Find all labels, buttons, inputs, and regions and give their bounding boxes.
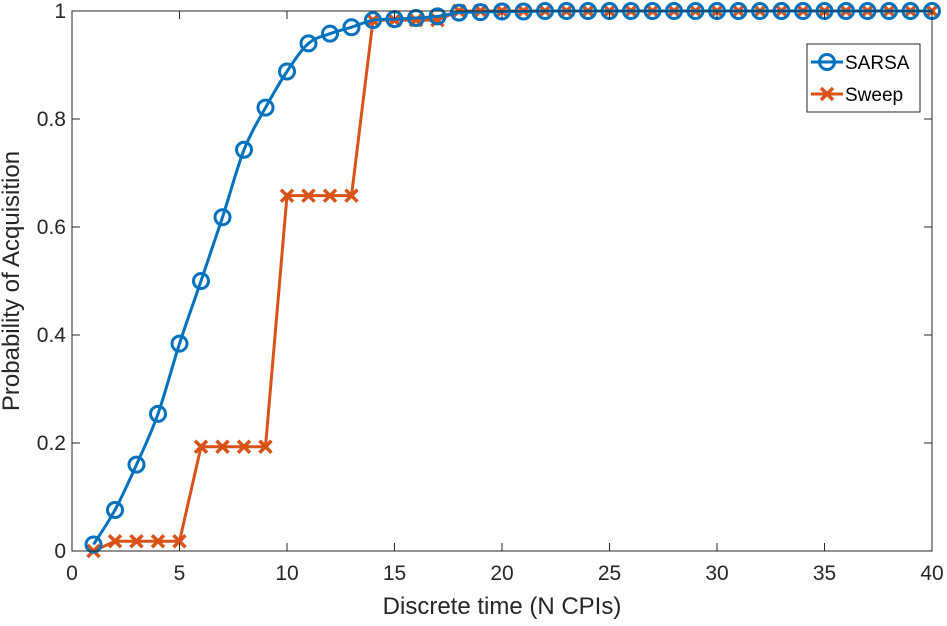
point-sarsa <box>256 98 275 117</box>
y-tick-label: 0 <box>54 540 66 563</box>
point-sweep-cross <box>301 188 316 203</box>
point-sweep-cross <box>129 534 144 549</box>
x-tick-label: 40 <box>920 562 943 585</box>
series-line-sarsa <box>92 9 932 546</box>
point-sweep-cross <box>107 534 123 549</box>
point-sarsa <box>235 140 253 159</box>
point-sweep-cross <box>150 534 166 549</box>
point-sweep <box>172 534 187 549</box>
point-sweep <box>258 439 273 455</box>
legend-label-sweep: Sweep <box>845 85 903 106</box>
point-sarsa <box>213 208 232 227</box>
point-sweep <box>129 534 144 549</box>
point-sarsa <box>471 3 490 22</box>
point-sweep <box>193 439 209 455</box>
point-sarsa <box>428 7 447 26</box>
y-tick-label: 1 <box>54 0 66 23</box>
point-sarsa <box>192 272 210 290</box>
point-sweep <box>150 534 166 549</box>
point-sweep <box>301 188 316 203</box>
point-sweep <box>107 534 123 549</box>
axes: 0 5 10 15 20 25 30 35 40 0 0.2 0.4 0.6 0.8 1 <box>37 0 944 585</box>
point-sweep-cross <box>236 439 252 455</box>
y-tick-label: 0.6 <box>37 216 66 239</box>
legend-label-sarsa: SARSA <box>845 53 910 74</box>
legend-entry-sweep: Sweep <box>811 85 903 106</box>
x-tick-label: 5 <box>174 562 186 585</box>
point-sarsa <box>106 500 124 519</box>
legend-marker-sweep <box>819 86 835 102</box>
point-sarsa <box>127 455 146 474</box>
point-sweep <box>215 439 230 455</box>
point-sweep <box>344 188 359 203</box>
y-tick-label: 0.8 <box>37 108 66 131</box>
legend-marker-sweep-cross <box>819 86 835 102</box>
point-sarsa <box>321 24 339 43</box>
series-line-sweep <box>92 9 932 553</box>
point-sweep-cross <box>215 439 230 455</box>
x-tick-label: 20 <box>490 562 513 585</box>
point-sarsa <box>84 535 103 554</box>
point-sweep <box>279 188 295 203</box>
point-sarsa <box>149 404 167 423</box>
x-axis-label: Discrete time (N CPIs) <box>383 593 622 620</box>
x-tick-label: 10 <box>275 562 298 585</box>
x-tick-label: 15 <box>383 562 406 585</box>
point-sweep <box>322 188 338 203</box>
legend: SARSA Sweep <box>806 43 921 113</box>
y-tick-label: 0.4 <box>37 324 67 347</box>
x-tick-label: 35 <box>813 562 836 585</box>
point-sweep-cross <box>344 188 359 203</box>
point-sweep-cross <box>258 439 273 455</box>
point-sarsa <box>278 62 296 81</box>
point-sarsa <box>299 34 318 53</box>
point-sarsa <box>170 334 189 353</box>
point-sarsa <box>514 2 533 21</box>
point-sarsa <box>450 3 468 22</box>
point-sarsa <box>342 18 361 37</box>
point-sweep-cross <box>193 439 209 455</box>
y-tick-label: 0.2 <box>37 432 66 455</box>
x-tick-label: 0 <box>66 562 78 585</box>
point-sweep-cross <box>322 188 338 203</box>
point-sweep-cross <box>279 188 295 203</box>
point-sweep <box>236 439 252 455</box>
legend-entry-sarsa: SARSA <box>811 53 910 74</box>
x-tick-label: 30 <box>705 562 728 585</box>
point-sarsa <box>364 11 382 30</box>
y-axis-label: Probability of Acquisition <box>0 151 25 411</box>
point-sarsa <box>493 2 511 21</box>
legend-marker-sarsa <box>818 53 836 71</box>
point-sweep-cross <box>172 534 187 549</box>
x-tick-label: 25 <box>598 562 621 585</box>
